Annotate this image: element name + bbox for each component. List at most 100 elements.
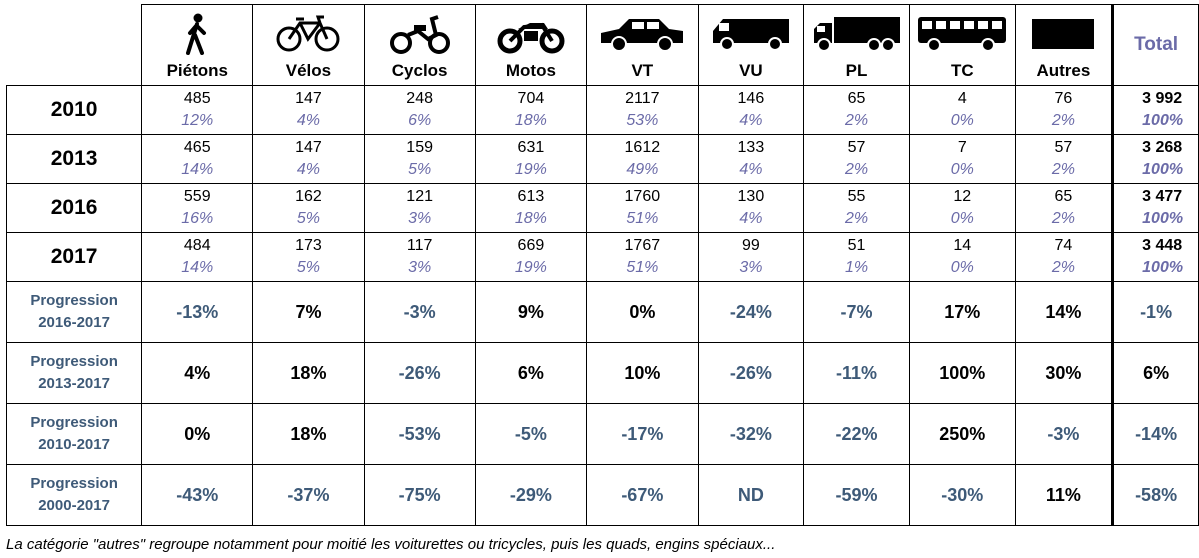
share-value: 4%	[739, 161, 763, 178]
corner-cell	[7, 5, 142, 86]
progression-value: -26%	[363, 342, 476, 404]
total-count: 3 477	[1142, 188, 1183, 205]
data-cell: 559 16%	[141, 183, 254, 233]
share-value: 19%	[514, 161, 547, 178]
progression-value: 4%	[141, 342, 254, 404]
total-cell: 3 992 100%	[1111, 85, 1199, 135]
year-row: 2013 465 14% 147 4% 159 5% 631 19% 1612 49% 133 4% 57…	[5, 134, 1199, 184]
progression-label-line1: Progression	[30, 414, 118, 431]
count-value: 669	[517, 237, 545, 254]
col-label: Vélos	[285, 61, 332, 80]
progression-value: 10%	[586, 342, 699, 404]
progression-total: -58%	[1111, 464, 1199, 526]
data-cell: 133 4%	[697, 134, 805, 184]
count-value: 485	[183, 90, 211, 107]
share-value: 4%	[739, 210, 763, 227]
count-value: 121	[406, 188, 433, 205]
data-cell: 1767 51%	[586, 232, 699, 282]
progression-value: -67%	[586, 464, 699, 526]
col-header-autres: Autres	[1014, 4, 1114, 86]
data-cell: 173 5%	[252, 232, 365, 282]
share-value: 12%	[181, 112, 214, 129]
count-value: 133	[737, 139, 765, 156]
count-value: 146	[737, 90, 765, 107]
count-value: 14	[953, 237, 972, 254]
data-cell: 1612 49%	[586, 134, 699, 184]
share-value: 2%	[844, 112, 869, 129]
progression-value: -7%	[803, 281, 910, 343]
truck-icon	[804, 13, 909, 55]
share-value: 2%	[844, 210, 869, 227]
progression-value: -3%	[363, 281, 476, 343]
progression-value: 18%	[252, 342, 365, 404]
progression-label: Progression 2013-2017	[5, 342, 143, 404]
progression-label-line1: Progression	[30, 475, 118, 492]
share-value: 2%	[1051, 210, 1075, 227]
total-cell: 3 477 100%	[1111, 183, 1199, 233]
progression-row: Progression 2010-2017 0% 18% -53% -5% -17% -32%…	[5, 403, 1199, 465]
count-value: 117	[406, 237, 433, 254]
progression-value: -17%	[586, 403, 699, 465]
count-value: 173	[295, 237, 322, 254]
car-icon	[587, 13, 698, 55]
progression-value: 18%	[252, 403, 365, 465]
data-cell: 117 3%	[363, 232, 476, 282]
total-cell: 3 268 100%	[1111, 134, 1199, 184]
col-header-velos: Vélos	[252, 4, 365, 86]
share-value: 0%	[950, 161, 974, 178]
share-value: 18%	[514, 210, 547, 227]
total-share: 100%	[1142, 161, 1184, 178]
motorcycle-icon	[476, 13, 586, 55]
count-value: 55	[847, 188, 866, 205]
data-cell: 14 0%	[908, 232, 1016, 282]
progression-value: -11%	[803, 342, 910, 404]
progression-value: -37%	[252, 464, 365, 526]
pedestrian-icon	[142, 13, 252, 55]
progression-value: -26%	[697, 342, 805, 404]
data-cell: 147 4%	[252, 134, 365, 184]
progression-value: ND	[697, 464, 805, 526]
count-value: 65	[847, 90, 866, 107]
progression-value: 0%	[586, 281, 699, 343]
col-header-pietons: Piétons	[141, 4, 254, 86]
share-value: 14%	[181, 259, 214, 276]
data-cell: 74 2%	[1014, 232, 1114, 282]
count-value: 1760	[624, 188, 661, 205]
share-value: 0%	[950, 112, 974, 129]
count-value: 162	[295, 188, 322, 205]
share-value: 5%	[408, 161, 432, 178]
col-label: TC	[950, 61, 974, 80]
data-cell: 484 14%	[141, 232, 254, 282]
col-header-motos: Motos	[474, 4, 588, 86]
col-header-total: Total	[1111, 4, 1199, 86]
bicycle-icon	[253, 13, 363, 55]
progression-total: 6%	[1111, 342, 1199, 404]
progression-value: -3%	[1014, 403, 1114, 465]
count-value: 4	[957, 90, 967, 107]
bus-icon	[910, 13, 1015, 55]
progression-value: 6%	[474, 342, 588, 404]
progression-value: 100%	[908, 342, 1016, 404]
progression-value: -5%	[474, 403, 588, 465]
progression-label: Progression 2016-2017	[5, 281, 143, 343]
count-value: 147	[295, 139, 322, 156]
data-cell: 99 3%	[697, 232, 805, 282]
year-label: 2013	[5, 134, 143, 184]
progression-label-line2: 2000-2017	[38, 497, 110, 514]
progression-value: -22%	[803, 403, 910, 465]
data-cell: 146 4%	[697, 85, 805, 135]
progression-value: 7%	[252, 281, 365, 343]
col-header-vu: VU	[697, 4, 805, 86]
share-value: 18%	[514, 112, 547, 129]
share-value: 49%	[626, 161, 659, 178]
col-label: Autres	[1036, 61, 1091, 80]
progression-value: -59%	[803, 464, 910, 526]
progression-value: 30%	[1014, 342, 1114, 404]
data-cell: 57 2%	[1014, 134, 1114, 184]
count-value: 159	[406, 139, 433, 156]
data-cell: 465 14%	[141, 134, 254, 184]
count-value: 704	[517, 90, 545, 107]
count-value: 2117	[625, 90, 660, 107]
data-cell: 147 4%	[252, 85, 365, 135]
data-cell: 704 18%	[474, 85, 588, 135]
